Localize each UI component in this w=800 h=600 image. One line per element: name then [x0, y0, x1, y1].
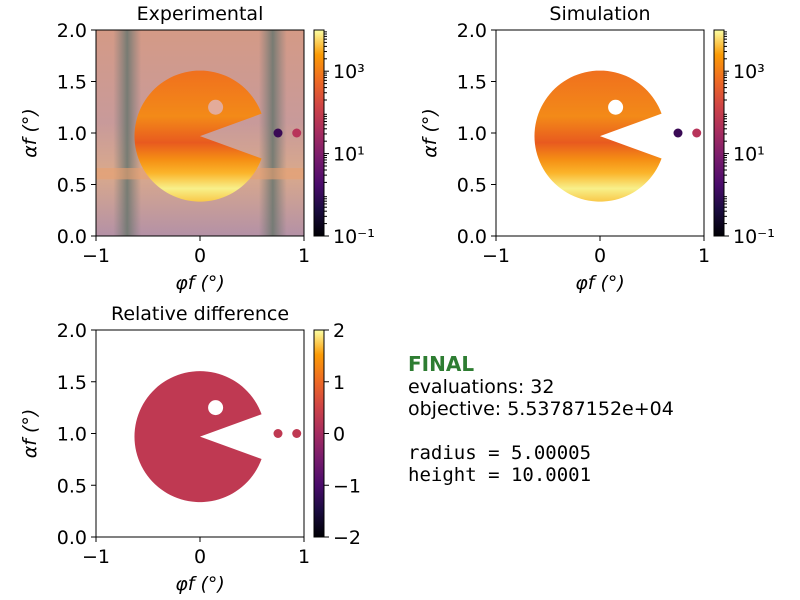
y-tick-label: 0.5 [57, 475, 87, 497]
colorbar-tick-label: 10³ [733, 61, 765, 83]
y-axis-label: αf (°) [19, 409, 41, 459]
pellet-1 [692, 128, 702, 138]
y-tick-label: 2.0 [57, 20, 87, 42]
chart-title: Relative difference [111, 303, 289, 325]
y-tick-label: 2.0 [457, 20, 487, 42]
colorbar-tick-label: 10³ [333, 61, 365, 83]
y-tick-label: 1.5 [57, 72, 87, 94]
colorbar [313, 329, 325, 538]
pacman-eye [208, 400, 224, 416]
final-summary: FINAL evaluations: 32 objective: 5.53787… [408, 352, 788, 486]
pellet-1 [292, 429, 302, 438]
x-tick-label: −1 [82, 546, 110, 568]
colorbar [313, 29, 325, 237]
colorbar-tick-label: 1 [333, 372, 345, 394]
evaluations-text: evaluations: 32 [408, 376, 555, 398]
x-axis-label: φf (°) [175, 573, 225, 595]
x-tick-label: 0 [594, 245, 606, 267]
pellet-0 [273, 128, 283, 138]
streak-band-1 [258, 30, 287, 236]
pacman-eye [608, 99, 624, 115]
colorbar-tick-label: 0 [333, 424, 345, 446]
y-tick-label: 0.0 [457, 226, 487, 248]
pacman-shape [534, 70, 662, 202]
x-tick-label: −1 [82, 245, 110, 267]
y-tick-label: 0.0 [57, 226, 87, 248]
y-axis-label: αf (°) [419, 108, 441, 158]
y-tick-label: 0.5 [457, 175, 487, 197]
chart-panel-0: Experimental −1 0 1 0.0 0.5 1.0 1.5 2.0 φf (°) αf … [19, 3, 375, 294]
x-axis-label: φf (°) [575, 272, 625, 294]
pacman-eye [208, 99, 224, 115]
y-tick-label: 2.0 [57, 320, 87, 342]
pellet-0 [273, 429, 283, 438]
x-tick-label: 0 [194, 546, 206, 568]
colorbar-tick-label: 10¹ [733, 144, 765, 166]
y-tick-label: 1.0 [57, 424, 87, 446]
colorbar-tick-label: −2 [333, 527, 361, 549]
chart-panel-1: Simulation −1 0 1 0.0 0.5 1.0 1.5 2.0 φf (°) αf (°… [419, 3, 775, 294]
x-tick-label: −1 [482, 245, 510, 267]
x-tick-label: 1 [298, 245, 310, 267]
height-text: height = 10.0001 [408, 464, 592, 486]
pellet-1 [292, 128, 302, 138]
chart-panel-2: Relative difference −1 0 1 0.0 0.5 1.0 1.5 2.0 φf… [19, 303, 361, 595]
y-tick-label: 1.5 [57, 372, 87, 394]
colorbar-tick-label: −1 [333, 475, 361, 497]
y-tick-label: 1.0 [57, 123, 87, 145]
y-tick-label: 0.5 [57, 175, 87, 197]
chart-title: Experimental [137, 3, 264, 25]
x-tick-label: 1 [298, 546, 310, 568]
pacman-shape [134, 371, 262, 503]
y-tick-label: 0.0 [57, 527, 87, 549]
x-tick-label: 1 [698, 245, 710, 267]
x-tick-label: 0 [194, 245, 206, 267]
final-title: FINAL [408, 352, 475, 376]
colorbar-tick-label: 2 [333, 320, 345, 342]
colorbar-tick-label: 10⁻¹ [733, 226, 775, 248]
colorbar-tick-label: 10⁻¹ [333, 226, 375, 248]
colorbar-tick-label: 10¹ [333, 144, 365, 166]
colorbar [713, 29, 725, 237]
radius-text: radius = 5.00005 [408, 442, 592, 464]
y-tick-label: 1.5 [457, 72, 487, 94]
y-axis-label: αf (°) [19, 108, 41, 158]
x-axis-label: φf (°) [175, 272, 225, 294]
objective-text: objective: 5.53787152e+04 [408, 398, 674, 420]
pellet-0 [673, 128, 683, 138]
pacman-shape [134, 70, 262, 202]
chart-title: Simulation [549, 3, 650, 25]
y-tick-label: 1.0 [457, 123, 487, 145]
